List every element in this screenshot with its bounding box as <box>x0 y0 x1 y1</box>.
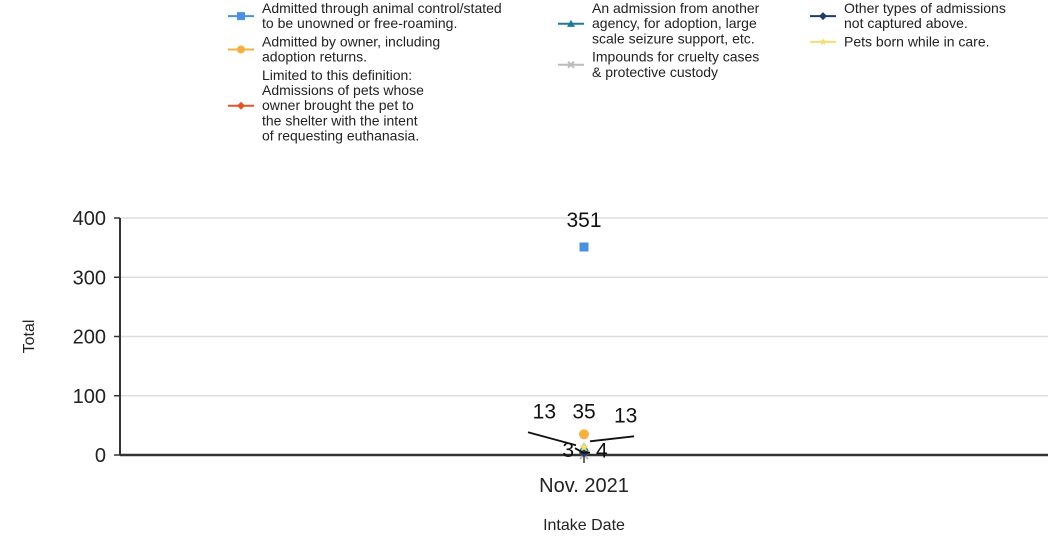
legend-label: owner brought the pet to <box>262 97 414 113</box>
legend-label: the shelter with the intent <box>262 112 418 128</box>
legend-marker-icon <box>819 12 827 21</box>
legend-label: An admission from another <box>592 0 760 16</box>
legend-label: to be unowned or free-roaming. <box>262 15 457 31</box>
legend: Admitted through animal control/statedto… <box>228 0 1006 144</box>
legend-label: Admitted through animal control/stated <box>262 0 502 16</box>
y-tick-label: 0 <box>95 445 106 467</box>
legend-label: Admissions of pets whose <box>262 82 424 98</box>
data-labels: 351 35 3 13 4 13 <box>527 209 637 463</box>
label-leader-line <box>527 431 577 447</box>
data-label: 3 <box>562 439 574 462</box>
y-tick-label: 200 <box>73 327 106 349</box>
y-tick-label: 300 <box>73 267 106 289</box>
legend-label: Impounds for cruelty cases <box>592 49 759 65</box>
legend-item[interactable]: Limited to this definition:Admissions of… <box>228 67 424 144</box>
legend-marker-icon <box>567 19 575 27</box>
legend-marker-icon <box>237 45 245 54</box>
x-tick-label: Nov. 2021 <box>539 475 629 497</box>
y-axis-title: Total <box>21 320 38 354</box>
y-tick-label: 100 <box>73 386 106 408</box>
axes: 0 100 200 300 400 Nov. 2021 Intake Date Total <box>21 208 1048 534</box>
legend-marker-icon <box>819 37 827 46</box>
legend-label: Pets born while in care. <box>844 33 990 49</box>
data-label: 351 <box>566 209 601 232</box>
legend-label: adoption returns. <box>262 49 367 65</box>
y-tick-label: 400 <box>73 208 106 230</box>
x-axis-title: Intake Date <box>543 517 625 534</box>
label-leader-line <box>589 435 635 443</box>
legend-label: of requesting euthanasia. <box>262 128 419 144</box>
legend-marker-icon <box>237 12 245 21</box>
legend-label: Other types of admissions <box>844 0 1006 16</box>
legend-item[interactable]: Impounds for cruelty cases& protective c… <box>558 49 759 80</box>
legend-label: Limited to this definition: <box>262 67 412 83</box>
data-label: 13 <box>533 400 556 423</box>
gridlines <box>120 217 1048 397</box>
legend-item[interactable]: Admitted through animal control/statedto… <box>228 0 502 31</box>
data-label: 13 <box>614 404 637 427</box>
label-leader-line <box>574 447 585 455</box>
legend-label: Admitted by owner, including <box>262 33 440 49</box>
legend-label: & protective custody <box>592 64 718 80</box>
data-point <box>579 242 589 252</box>
legend-item[interactable]: Pets born while in care. <box>810 33 990 49</box>
legend-label: agency, for adoption, large <box>592 15 757 31</box>
legend-label: not captured above. <box>844 15 968 31</box>
data-label: 35 <box>572 400 595 423</box>
legend-marker-icon <box>237 101 245 110</box>
legend-marker-icon <box>567 60 575 69</box>
data-point <box>579 442 589 452</box>
data-label: 4 <box>596 440 608 463</box>
data-point <box>579 429 589 440</box>
legend-label: scale seizure support, etc. <box>592 30 755 46</box>
data-points <box>579 242 589 460</box>
